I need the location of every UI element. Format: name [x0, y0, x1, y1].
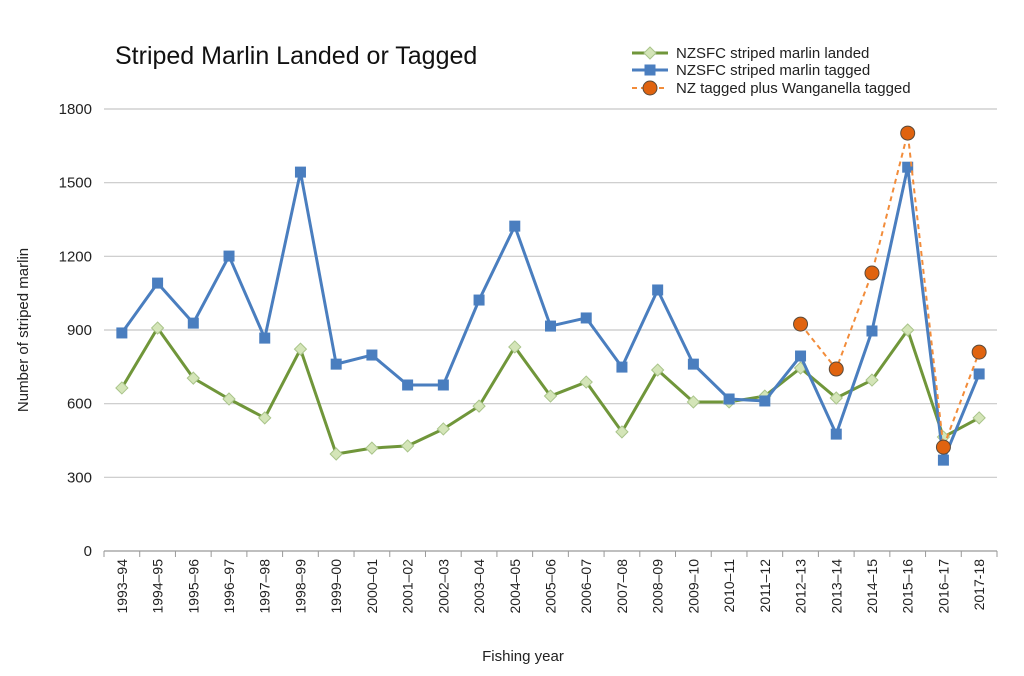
x-tick-label: 1993–94: [114, 559, 130, 614]
legend-label: NZSFC striped marlin landed: [676, 45, 869, 62]
data-point-square: [652, 284, 664, 296]
legend-label: NZ tagged plus Wanganella tagged: [676, 80, 911, 97]
data-point-square: [152, 277, 164, 289]
data-point-square: [687, 358, 699, 370]
y-tick-label: 300: [67, 469, 92, 486]
data-point-square: [437, 379, 449, 391]
data-point-square: [723, 393, 735, 405]
data-point-diamond: [579, 375, 593, 389]
series-3: [793, 125, 987, 455]
x-tick-label: 2014–15: [864, 559, 880, 614]
data-point-circle: [793, 316, 809, 332]
x-tick-label: 2004–05: [507, 559, 523, 614]
data-point-diamond: [436, 422, 451, 436]
series-line: [120, 165, 981, 462]
x-tick-label: 2003–04: [471, 559, 487, 614]
data-point-circle: [900, 125, 916, 141]
legend-label: NZSFC striped marlin tagged: [676, 62, 870, 79]
y-axis-label: Number of striped marlin: [15, 248, 32, 412]
data-point-diamond: [972, 411, 986, 425]
data-point-square: [223, 250, 235, 262]
y-tick-label: 1200: [59, 248, 92, 265]
x-tick-label: 2016–17: [935, 559, 951, 614]
x-tick-label: 2008–09: [650, 559, 666, 614]
data-point-diamond: [686, 395, 701, 409]
data-point-square: [402, 379, 414, 391]
data-point-diamond: [829, 391, 843, 405]
data-point-square: [366, 349, 378, 361]
x-tick-label: 2017-18: [971, 559, 987, 611]
data-point-square: [473, 294, 485, 306]
x-tick-label: 2012–13: [793, 559, 809, 614]
x-tick-label: 1997–98: [257, 559, 273, 614]
x-tick-label: 2005–06: [543, 559, 559, 614]
data-point-diamond: [472, 399, 486, 413]
data-point-square: [973, 368, 985, 380]
data-point-diamond: [150, 321, 165, 335]
y-tick-label: 600: [67, 396, 92, 413]
data-point-diamond: [329, 447, 343, 461]
chart-title: Striped Marlin Landed or Tagged: [115, 42, 477, 70]
x-axis-label: Fishing year: [482, 648, 564, 665]
x-tick-label: 2001–02: [400, 559, 416, 614]
data-point-square: [759, 395, 771, 407]
data-point-diamond: [293, 342, 308, 356]
x-tick-label: 2009–10: [685, 559, 701, 614]
x-tick-label: 1998–99: [292, 559, 308, 614]
data-point-square: [294, 166, 306, 178]
data-point-diamond: [186, 371, 201, 385]
data-point-circle: [864, 265, 880, 281]
data-point-square: [902, 161, 914, 173]
data-point-circle: [935, 439, 951, 455]
data-point-diamond: [543, 389, 558, 403]
data-point-square: [644, 64, 656, 76]
data-point-circle: [642, 80, 658, 96]
data-point-square: [937, 454, 949, 466]
data-point-diamond: [615, 425, 629, 439]
data-point-diamond: [900, 323, 915, 337]
x-tick-label: 2007–08: [614, 559, 630, 614]
data-point-diamond: [650, 363, 665, 377]
data-point-square: [616, 361, 628, 373]
x-tick-label: 1996–97: [221, 559, 237, 614]
data-point-square: [187, 317, 199, 329]
data-point-square: [116, 327, 128, 339]
data-point-diamond: [508, 340, 522, 354]
x-tick-label: 2010–11: [721, 559, 737, 613]
data-point-diamond: [365, 441, 379, 455]
data-point-square: [545, 320, 556, 332]
x-tick-label: 1999–00: [328, 559, 344, 614]
y-tick-label: 0: [84, 543, 92, 560]
data-point-circle: [971, 344, 987, 360]
x-tick-label: 1995–96: [185, 559, 201, 614]
series-line: [799, 132, 981, 449]
data-point-circle: [828, 361, 844, 377]
data-point-square: [580, 312, 592, 324]
x-tick-label: 1994–95: [150, 559, 166, 614]
x-tick-label: 2015–16: [900, 559, 916, 614]
data-point-diamond: [643, 46, 657, 60]
y-tick-label: 1800: [59, 101, 92, 118]
data-point-diamond: [258, 411, 272, 425]
data-point-square: [509, 220, 521, 232]
series-2: [116, 161, 985, 466]
y-tick-label: 1500: [59, 175, 92, 192]
data-point-square: [866, 325, 878, 337]
data-point-square: [330, 358, 342, 370]
x-tick-label: 2006–07: [578, 559, 594, 614]
x-tick-label: 2013–14: [828, 559, 844, 614]
data-point-square: [259, 332, 271, 344]
x-tick-label: 2000–01: [364, 559, 380, 614]
x-tick-label: 2011–12: [757, 559, 773, 613]
x-tick-label: 2002–03: [435, 559, 451, 614]
data-point-diamond: [400, 439, 415, 453]
data-point-diamond: [222, 392, 236, 406]
series-1: [115, 321, 986, 461]
data-point-diamond: [865, 373, 879, 387]
data-point-square: [795, 350, 807, 362]
y-tick-label: 900: [67, 322, 92, 339]
data-point-diamond: [115, 381, 129, 395]
data-point-square: [830, 428, 842, 440]
